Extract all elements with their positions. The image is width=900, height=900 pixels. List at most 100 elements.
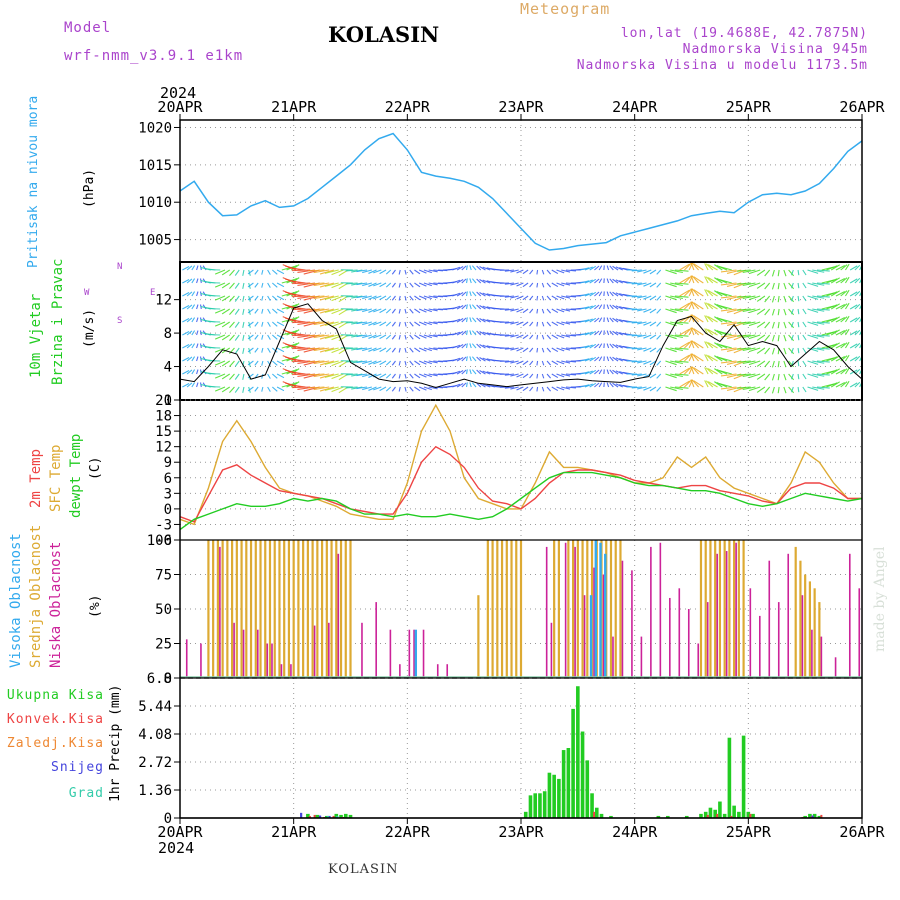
low-cloud-bar [811, 629, 813, 678]
wind-barb [267, 269, 271, 275]
wind-barb [356, 295, 368, 299]
wind-barb [830, 342, 841, 349]
wind-barb [690, 327, 695, 336]
wind-barb [584, 305, 593, 310]
wind-barb [428, 269, 438, 273]
wind-barb [674, 269, 689, 272]
low-cloud-bar [313, 625, 316, 678]
wind-barb [589, 317, 597, 323]
wind-barb [637, 386, 647, 390]
wind-barb [202, 304, 207, 310]
wind-barb [670, 282, 683, 287]
wind-barb [510, 386, 519, 390]
wind-barb [707, 368, 718, 375]
wind-barb [482, 383, 491, 388]
low-cloud-bar [612, 636, 614, 678]
wind-barb [461, 304, 467, 310]
total-precip-bar [732, 805, 736, 818]
mid-cloud-bar [268, 540, 272, 678]
wind-barb [756, 373, 766, 380]
wind-barb [254, 334, 259, 340]
wind-barb [674, 295, 689, 298]
wind-barb [691, 327, 700, 336]
wind-barb [704, 289, 709, 297]
wind-barb [589, 356, 597, 362]
wind-barb [469, 265, 472, 271]
wind-barb [414, 373, 421, 379]
wind-barb [835, 342, 846, 349]
wind-barb [719, 383, 732, 388]
conv-precip-bar [313, 814, 316, 818]
total-precip-bar [599, 813, 604, 818]
wind-barb [465, 356, 468, 362]
wind-barb [551, 373, 559, 379]
conv-precip-bar [706, 814, 709, 818]
wind-barb [580, 384, 590, 388]
y-tick-label: 4.08 [138, 727, 172, 743]
wind-barb [319, 321, 335, 327]
mid-cloud-bar [230, 540, 234, 678]
wind-barb [580, 319, 590, 323]
wind-barb [854, 329, 861, 336]
wind-barb [418, 360, 427, 365]
x-tick-label-top: 20APR [157, 98, 203, 116]
wind-barb [308, 308, 325, 311]
wind-barb [679, 380, 690, 388]
wind-barb [404, 347, 407, 353]
wind-barb [840, 342, 848, 349]
wind-barb [609, 343, 614, 349]
wind-barb [516, 334, 524, 339]
wind-barb [812, 347, 825, 351]
year-label-bottom: 2024 [158, 839, 194, 857]
wind-barb [271, 295, 278, 301]
wind-barb [476, 265, 482, 271]
wind-barb [356, 386, 368, 390]
low-cloud-bar [669, 597, 671, 678]
wind-barb [783, 295, 787, 303]
wind-barb [516, 360, 524, 365]
wind-barb [589, 265, 597, 271]
wind-barb [693, 367, 704, 375]
wind-barb [684, 288, 692, 297]
wind-barb [529, 321, 534, 327]
wind-barb [690, 275, 695, 284]
wind-barb [679, 289, 690, 297]
low-cloud-bar [422, 629, 425, 678]
wind-barb [649, 308, 657, 314]
wind-barb [516, 295, 524, 300]
wind-barb [764, 373, 771, 381]
wind-barb [414, 334, 421, 340]
mid-cloud-bar [557, 540, 560, 678]
wind-barb [737, 269, 751, 272]
wind-barb [373, 360, 382, 365]
model-name: wrf-nmm_v3.9.1 e1km [64, 48, 244, 64]
wind-barb [362, 269, 372, 274]
wind-barb [229, 360, 235, 367]
wind-barb [482, 331, 491, 336]
wind-barb [418, 373, 427, 378]
wind-barb [438, 360, 448, 363]
wind-barb [522, 308, 529, 314]
wind-barb [242, 308, 245, 315]
total-precip-bar [576, 686, 580, 818]
wind-barb [479, 305, 486, 310]
low-cloud-bar [185, 639, 188, 678]
high-cloud-bar [594, 540, 597, 678]
wind-barb [584, 266, 593, 271]
wind-barb [247, 282, 254, 288]
wind-barb [186, 356, 193, 362]
wind-barb [242, 347, 245, 354]
wind-barb [229, 347, 235, 354]
wind-barb [452, 292, 461, 297]
wind-barb [404, 334, 407, 340]
wind-barb [797, 386, 800, 393]
wind-barb [345, 269, 358, 272]
mid-cloud-bar [813, 588, 816, 678]
wind-barb [456, 292, 464, 297]
wind-barb [461, 265, 467, 271]
wind-barb [291, 373, 311, 376]
wind-barb [835, 355, 846, 362]
wind-barb [854, 316, 861, 323]
wind-barb [254, 269, 259, 275]
wind-barb [414, 295, 421, 301]
